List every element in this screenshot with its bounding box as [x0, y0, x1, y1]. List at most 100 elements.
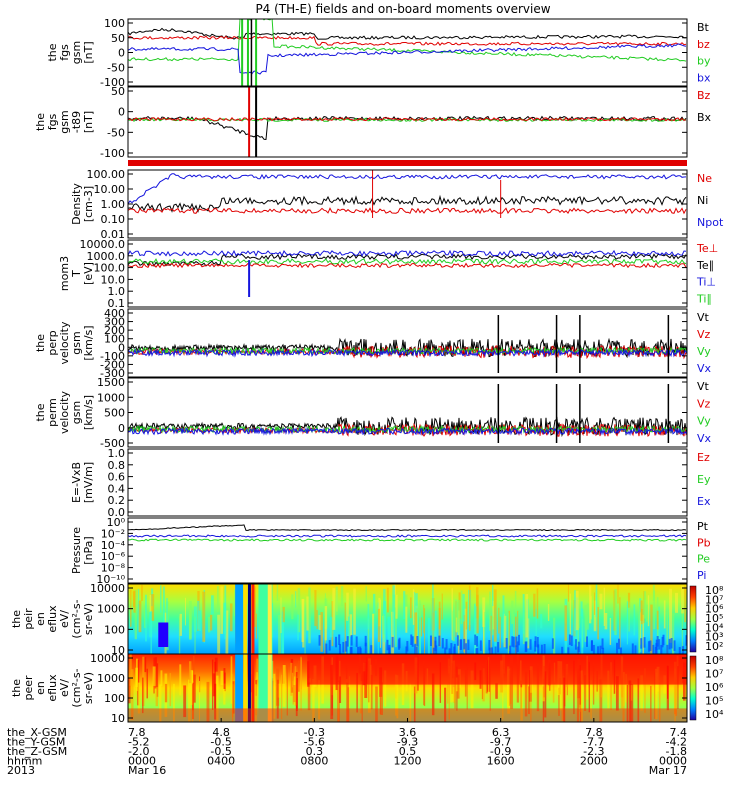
legend-entry: Bz [697, 89, 711, 102]
series-line [128, 347, 687, 358]
y-axis-label: en [34, 681, 47, 695]
spectrogram-streak [349, 614, 353, 637]
spectrogram-patch [386, 639, 389, 651]
tick-label: -300 [100, 367, 125, 380]
spectrogram-streak [663, 600, 666, 629]
spectrogram-patch [364, 635, 367, 647]
spectrogram-patch [590, 640, 593, 651]
series-line [128, 249, 687, 257]
spectrogram-band [267, 654, 272, 722]
spectrogram-streak [214, 657, 218, 672]
spectrogram-streak [178, 616, 181, 654]
tick-label: 1000 [97, 391, 125, 404]
y-axis-label: the [34, 403, 47, 421]
spectrogram-streak [159, 684, 162, 722]
spectrogram-patch [463, 638, 466, 650]
spectrogram-streak [427, 618, 430, 654]
legend-entry: bx [697, 71, 711, 84]
spectrogram-patch [543, 644, 546, 654]
spectrogram-patch [658, 639, 661, 650]
y-axis-label: -t89 [70, 111, 83, 133]
spectrogram-streak [179, 613, 182, 636]
spectrogram-patch [491, 647, 494, 654]
spectrogram-patch [497, 642, 500, 653]
colorbar-label: 10² [705, 640, 723, 653]
spectrogram-streak [647, 595, 650, 627]
spectrogram-streak [419, 616, 421, 654]
spectrogram-streak [320, 612, 323, 652]
spectrogram-streak [458, 600, 461, 642]
spectrogram-streak [499, 616, 501, 648]
spectrogram-streak [142, 677, 144, 714]
spectrogram-streak [308, 587, 311, 644]
series-line [128, 43, 687, 75]
spectrogram-streak [558, 687, 560, 716]
spectrogram-streak [384, 670, 387, 707]
spectrogram-patch [339, 644, 342, 654]
y-axis-label: [km/s] [82, 395, 95, 430]
spectrogram-streak [630, 685, 633, 701]
spectrogram-streak [511, 600, 514, 624]
spectrogram-streak [361, 674, 363, 722]
spectrogram-streak [214, 661, 216, 709]
spectrogram-streak [593, 592, 595, 615]
plot-area [128, 170, 687, 218]
y-axis-label: the [46, 43, 59, 61]
spectrogram-streak [628, 680, 632, 722]
spectrogram-streak [220, 586, 223, 634]
spectrogram-patch [505, 638, 508, 649]
y-axis-label: eV/ [58, 610, 71, 628]
spectrogram-streak [179, 664, 182, 696]
end-date-label: Mar 17 [649, 764, 687, 777]
colorbar-label: 10⁵ [705, 695, 723, 708]
spectrogram-streak [340, 586, 344, 607]
spectrogram-patch [476, 636, 479, 647]
x-axis-value: -5.2 [128, 736, 149, 749]
spectrogram-streak [423, 604, 425, 634]
spectrogram-streak [395, 594, 398, 619]
series-line [128, 262, 687, 269]
spectrogram-streak [276, 668, 280, 706]
x-axis-value: -7.7 [583, 736, 604, 749]
spectrogram-patch [465, 643, 468, 654]
spectrogram-streak [593, 600, 597, 632]
series-line [128, 524, 687, 532]
spectrogram-patch [536, 636, 539, 648]
spectrogram-streak [164, 683, 168, 703]
spectrogram-streak [169, 673, 172, 707]
spectrogram-patch [359, 648, 362, 654]
spectrogram-streak [607, 670, 610, 709]
legend-entry: Vy [697, 415, 711, 428]
tick-label: 10000 [90, 652, 125, 665]
spectrogram-streak [490, 615, 492, 654]
spectrogram-streak [441, 593, 443, 620]
x-axis-value: 1200 [394, 755, 422, 768]
spectrogram-patch [577, 646, 580, 654]
spectrogram-streak [533, 593, 536, 617]
spectrogram-streak [633, 604, 636, 636]
legend-entry: Ni [697, 194, 708, 207]
x-axis-value: -0.5 [210, 745, 231, 758]
spectrogram-patch [599, 645, 602, 654]
x-axis-value: 4.8 [212, 726, 230, 739]
spectrogram-patch [647, 641, 650, 652]
spectrogram-streak [482, 668, 485, 702]
tick-label: 0 [118, 47, 125, 60]
y-axis-label: the [10, 610, 23, 628]
spectrogram-patch [441, 638, 444, 649]
tick-label: 10⁻⁴ [101, 539, 126, 552]
y-axis-label: eflux [46, 674, 59, 702]
legend-entry: Vz [697, 328, 711, 341]
spectrogram-patch [342, 641, 345, 653]
tick-label: 1000 [97, 672, 125, 685]
spectrogram-streak [380, 682, 383, 715]
y-axis-label: fgs [46, 113, 59, 130]
tick-label: 0.2 [108, 494, 126, 507]
legend-entry: Bt [697, 21, 710, 34]
spectrogram-streak [544, 671, 547, 718]
spectrogram-streak [653, 590, 656, 630]
spectrogram-streak [255, 613, 257, 639]
spectrogram-streak [146, 668, 148, 699]
tick-label: -50 [107, 61, 125, 74]
colorbar-label: 10⁷ [705, 668, 723, 681]
